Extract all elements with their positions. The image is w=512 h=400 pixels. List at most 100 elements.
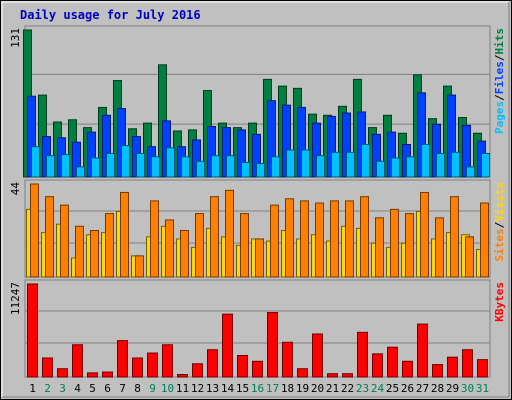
bar-kbytes-day-undefined [252, 360, 263, 378]
bar-pages-day-4 [76, 166, 85, 178]
bar-kbytes-day-undefined [432, 364, 443, 378]
day-label: 16 [251, 382, 264, 395]
legend-entry: / [493, 94, 506, 101]
bar-sites-day-undefined [450, 196, 459, 278]
day-label: 5 [89, 382, 96, 395]
bar-pages-day-24 [376, 160, 385, 178]
bar-kbytes-day-undefined [237, 355, 248, 378]
day-label: 24 [371, 382, 385, 395]
bar-sites-day-undefined [210, 196, 219, 278]
bar-kbytes-day-undefined [267, 312, 278, 378]
bar-kbytes-day-undefined [417, 323, 428, 378]
day-label: 22 [341, 382, 354, 395]
bar-sites-day-undefined [375, 217, 384, 278]
day-label: 1 [29, 382, 36, 395]
day-label: 2 [44, 382, 51, 395]
bar-sites-day-undefined [345, 200, 354, 278]
day-label: 26 [401, 382, 414, 395]
day-label: 3 [59, 382, 66, 395]
legend: KBytes [493, 282, 506, 322]
bar-pages-day-10 [166, 147, 175, 178]
bar-kbytes-day-undefined [222, 313, 233, 378]
visits-sites-panel: 44 Sites/Visits [9, 179, 506, 278]
legend-entry: Sites [493, 228, 506, 261]
bar-sites-day-undefined [255, 238, 264, 278]
bar-kbytes-day-undefined [42, 357, 53, 378]
day-label: 13 [206, 382, 219, 395]
bar-kbytes-day-undefined [177, 374, 188, 378]
bar-pages-day-6 [106, 152, 115, 178]
bar-sites-day-undefined [165, 219, 174, 278]
day-label: 30 [461, 382, 474, 395]
chart-title: Daily usage for July 2016 [20, 8, 201, 22]
legend-entry: Hits [493, 28, 506, 55]
kbytes-panel: 11247 KBytes [9, 279, 506, 378]
day-label: 31 [476, 382, 489, 395]
bar-pages-day-21 [331, 151, 340, 178]
bar-pages-day-22 [346, 151, 355, 178]
day-label: 11 [176, 382, 189, 395]
bar-sites-day-undefined [90, 230, 99, 278]
bar-pages-day-15 [241, 161, 250, 178]
day-label: 20 [311, 382, 324, 395]
bar-sites-day-undefined [480, 202, 489, 278]
bar-pages-day-12 [196, 160, 205, 178]
bar-sites-day-undefined [420, 191, 429, 278]
legend-entry: Pages [493, 101, 506, 134]
bar-sites-day-undefined [435, 217, 444, 278]
bar-sites-day-undefined [285, 198, 294, 278]
y-max-label: 11247 [9, 282, 22, 315]
bar-kbytes-day-undefined [447, 356, 458, 378]
bar-pages-day-17 [271, 156, 280, 178]
day-label: 25 [386, 382, 399, 395]
bar-sites-day-undefined [75, 225, 84, 278]
bar-pages-day-7 [121, 145, 130, 178]
bar-sites-day-undefined [225, 189, 234, 278]
bar-sites-day-undefined [150, 200, 159, 278]
bar-kbytes-day-undefined [477, 359, 488, 378]
bar-pages-day-9 [151, 156, 160, 178]
bar-pages-day-5 [91, 157, 100, 178]
legend-entry: Files [493, 61, 506, 94]
bar-kbytes-day-undefined [297, 368, 308, 378]
legend: Sites/Visits [493, 182, 506, 262]
day-label: 9 [149, 382, 156, 395]
legend: Pages/Files/Hits [493, 28, 506, 134]
bar-pages-day-26 [406, 156, 415, 178]
bar-kbytes-day-undefined [357, 331, 368, 378]
legend-entry: Visits [493, 182, 506, 222]
bar-sites-day-undefined [465, 236, 474, 278]
bar-pages-day-30 [466, 166, 475, 178]
day-label: 29 [446, 382, 459, 395]
day-label: 6 [104, 382, 111, 395]
day-label: 27 [416, 382, 429, 395]
bar-kbytes-day-undefined [162, 344, 173, 378]
bar-pages-day-23 [361, 143, 370, 178]
bar-sites-day-undefined [195, 213, 204, 278]
y-max-label: 131 [9, 28, 22, 48]
bar-pages-day-8 [136, 152, 145, 178]
day-axis-labels: 1 2 3 4 5 6 7 8 9 10 11 12 13 14 15 16 17 18 19 20 21 22 23 24 2… [29, 382, 489, 395]
bar-sites-day-undefined [270, 204, 279, 278]
bar-kbytes-day-undefined [192, 363, 203, 378]
legend-entry: / [493, 221, 506, 228]
bar-sites-day-undefined [45, 196, 54, 278]
bar-pages-day-2 [46, 155, 55, 178]
bar-sites-day-undefined [315, 202, 324, 278]
day-label: 15 [236, 382, 249, 395]
day-label: 14 [221, 382, 235, 395]
bar-pages-day-13 [211, 155, 220, 178]
bar-sites-day-undefined [105, 213, 114, 278]
bar-pages-day-28 [436, 152, 445, 178]
bar-kbytes-day-undefined [387, 346, 398, 378]
bar-sites-day-undefined [390, 208, 399, 278]
bar-pages-day-31 [481, 152, 490, 178]
day-label: 7 [119, 382, 126, 395]
bar-pages-day-20 [316, 155, 325, 178]
day-label: 4 [74, 382, 81, 395]
bar-pages-day-11 [181, 156, 190, 178]
bar-kbytes-day-undefined [402, 360, 413, 378]
bar-pages-day-29 [451, 151, 460, 178]
